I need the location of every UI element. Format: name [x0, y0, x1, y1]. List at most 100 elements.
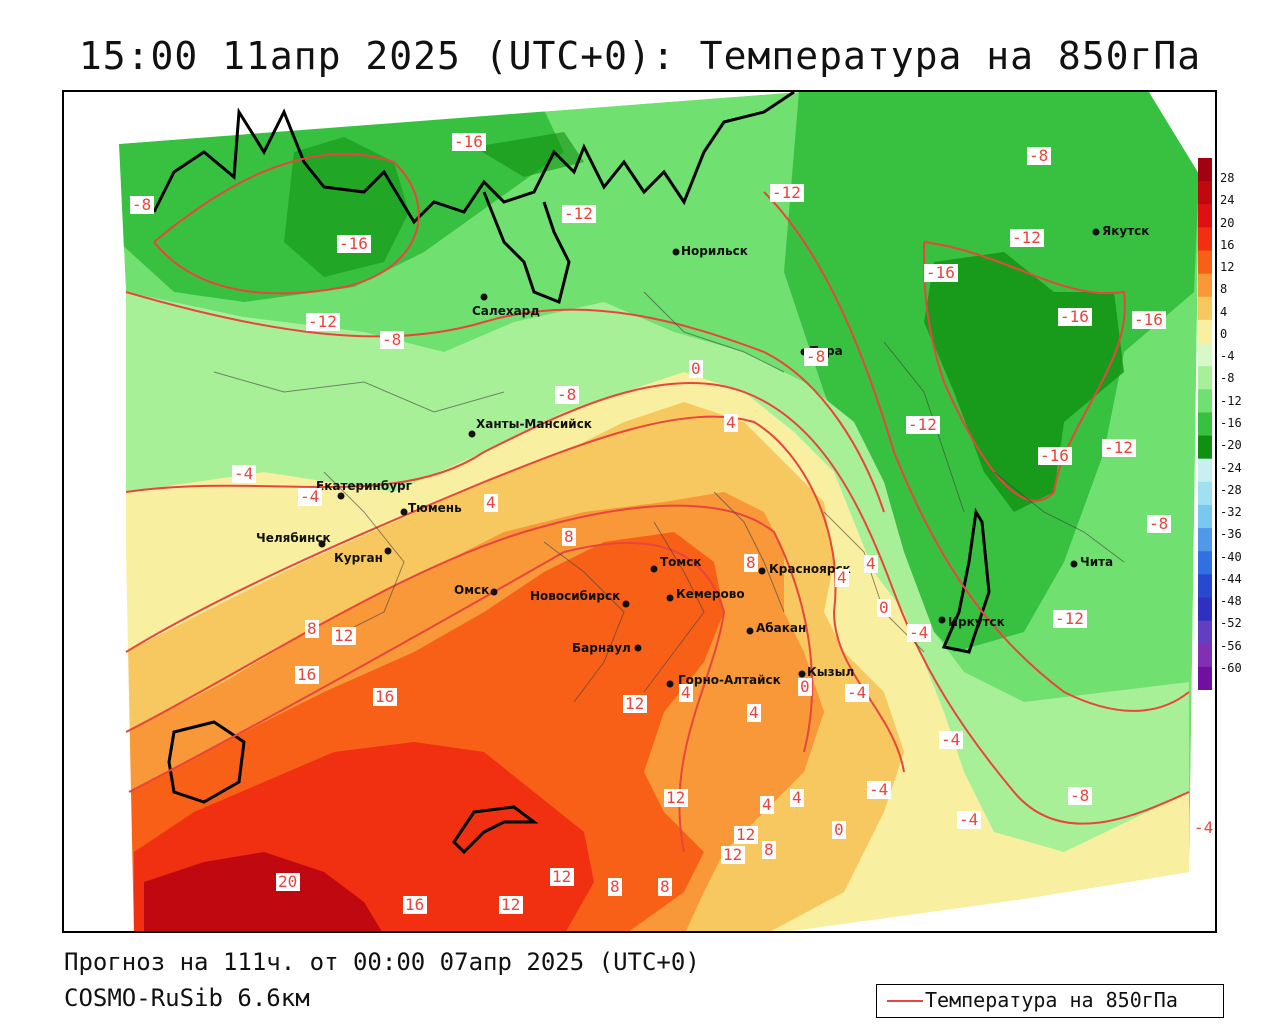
city-label: Екатеринбург — [316, 479, 412, 493]
colorbar-swatch — [1198, 296, 1212, 321]
isotherm-lines — [125, 152, 1190, 853]
contour-label: 4 — [837, 568, 847, 587]
city-label: Иркутск — [948, 615, 1005, 629]
contour-label-bg — [939, 731, 963, 749]
contour-label-bg — [877, 599, 891, 617]
lake-balkhash — [452, 805, 539, 855]
contour-label-bg — [867, 781, 891, 799]
colorbar-level-label: 16 — [1220, 237, 1235, 252]
model-name: COSMO-RuSib 6.6км — [64, 984, 310, 1012]
contour-label: 0 — [834, 820, 844, 839]
contour-label-bg — [835, 569, 849, 587]
contour-label-bg — [337, 235, 371, 253]
colorbar-level-label: -44 — [1220, 571, 1242, 586]
contour-label-bg — [1010, 229, 1044, 247]
outside-domain-south — [792, 872, 1215, 931]
colorbar-level-label: 20 — [1220, 215, 1235, 230]
caspian-outline — [167, 720, 246, 804]
city-label: Норильск — [681, 244, 748, 258]
contour-label: 4 — [866, 554, 876, 573]
contour-label: 0 — [800, 677, 810, 696]
contour-label-bg — [380, 331, 404, 349]
contour-label-bg — [957, 811, 981, 829]
contour-label-bg — [1068, 787, 1092, 805]
outside-domain-north — [64, 92, 799, 144]
contour-label: 12 — [334, 626, 353, 645]
contour-label: -8 — [1149, 514, 1168, 533]
contour-label: 4 — [726, 413, 736, 432]
contour-label-bg — [832, 821, 846, 839]
contour-label-bg — [907, 624, 931, 642]
city-label: Тюмень — [408, 501, 462, 515]
contour-label: -4 — [909, 623, 928, 642]
contour-label: -12 — [1104, 438, 1133, 457]
city-label: Абакан — [756, 621, 806, 635]
contour-label: -16 — [339, 234, 368, 253]
colorbar-level-label: 28 — [1220, 171, 1235, 185]
colorbar-swatch — [1198, 481, 1212, 506]
colorbar-swatch — [1198, 158, 1212, 182]
city-dot — [1092, 228, 1100, 236]
city-label: Горно-Алтайск — [678, 673, 781, 687]
contour-label: 8 — [764, 840, 774, 859]
city-markers: Норильск Салехард Тура Якутск Ханты-Манс… — [256, 224, 1149, 688]
map-title: 15:00 11апр 2025 (UTC+0): Температура на… — [78, 34, 1202, 78]
contour-label: -16 — [1060, 307, 1089, 326]
colorbar-swatch — [1198, 666, 1212, 690]
contour-label-bg — [724, 414, 738, 432]
colorbar-swatch — [1198, 389, 1212, 413]
contour-label-bg — [452, 133, 486, 151]
contour-label-bg — [332, 627, 356, 645]
temperature-map: Норильск Салехард Тура Якутск Ханты-Манс… — [64, 92, 1215, 931]
contour-label: 4 — [762, 795, 772, 814]
contour-label-bg — [760, 796, 774, 814]
contour-label: 4 — [681, 683, 691, 702]
contour-label: -12 — [1055, 609, 1084, 628]
contour-label: -12 — [1012, 228, 1041, 247]
contour-label-bg — [762, 841, 776, 859]
contour-label-bg — [721, 846, 745, 864]
colorbar-level-label: -4 — [1220, 349, 1235, 364]
contour-label-bg — [1038, 447, 1072, 465]
colorbar-level-label: -52 — [1220, 616, 1242, 631]
forecast-info: Прогноз на 111ч. от 00:00 07апр 2025 (UT… — [64, 948, 700, 976]
contour-label-bg — [232, 465, 256, 483]
contour-labels: -16 -8 -16 -12 -12 -8 -8 -12 -12 -16 -16 -16 -8 0 -8 4 -… — [130, 132, 1215, 914]
coastline-yamal — [482, 191, 571, 305]
outside-domain-west — [64, 92, 134, 931]
contour-label: -16 — [926, 263, 955, 282]
city-label: Томск — [660, 555, 702, 569]
colorbar-level-label: -56 — [1220, 638, 1242, 653]
contour-label: -8 — [1070, 786, 1089, 805]
contour-label-bg — [689, 360, 703, 378]
contour-label-bg — [747, 704, 761, 722]
city-dot — [468, 430, 476, 438]
contour-label: 4 — [792, 788, 802, 807]
colorbar-level-label: -16 — [1220, 416, 1242, 430]
contour-label: 16 — [375, 687, 394, 706]
contour-label: 0 — [691, 359, 701, 378]
colorbar-swatch — [1198, 620, 1212, 645]
contour-label: -16 — [1040, 446, 1069, 465]
contour-label-bg — [734, 826, 758, 844]
city-dot — [666, 594, 674, 602]
warm-core-20 — [144, 852, 382, 931]
city-dot — [490, 588, 498, 596]
contour-label: -4 — [300, 487, 319, 506]
contour-label-bg — [906, 416, 940, 434]
city-dot — [622, 600, 630, 608]
city-dot — [758, 567, 766, 575]
contour-label: -8 — [1029, 146, 1048, 165]
city-label: Чита — [1080, 555, 1113, 569]
colorbar-level-label: 8 — [1220, 282, 1228, 297]
contour-label: -4 — [959, 810, 978, 829]
contour-label-bg — [1132, 311, 1166, 329]
contour-label: 8 — [564, 527, 574, 546]
contour-label: -12 — [772, 183, 801, 202]
contour-label-bg — [864, 555, 878, 573]
contour-label-bg — [550, 868, 574, 886]
contour-label-bg — [744, 554, 758, 572]
colorbar-level-label: 0 — [1220, 326, 1228, 341]
city-label: Челябинск — [256, 531, 331, 545]
contour-label: 12 — [723, 845, 742, 864]
